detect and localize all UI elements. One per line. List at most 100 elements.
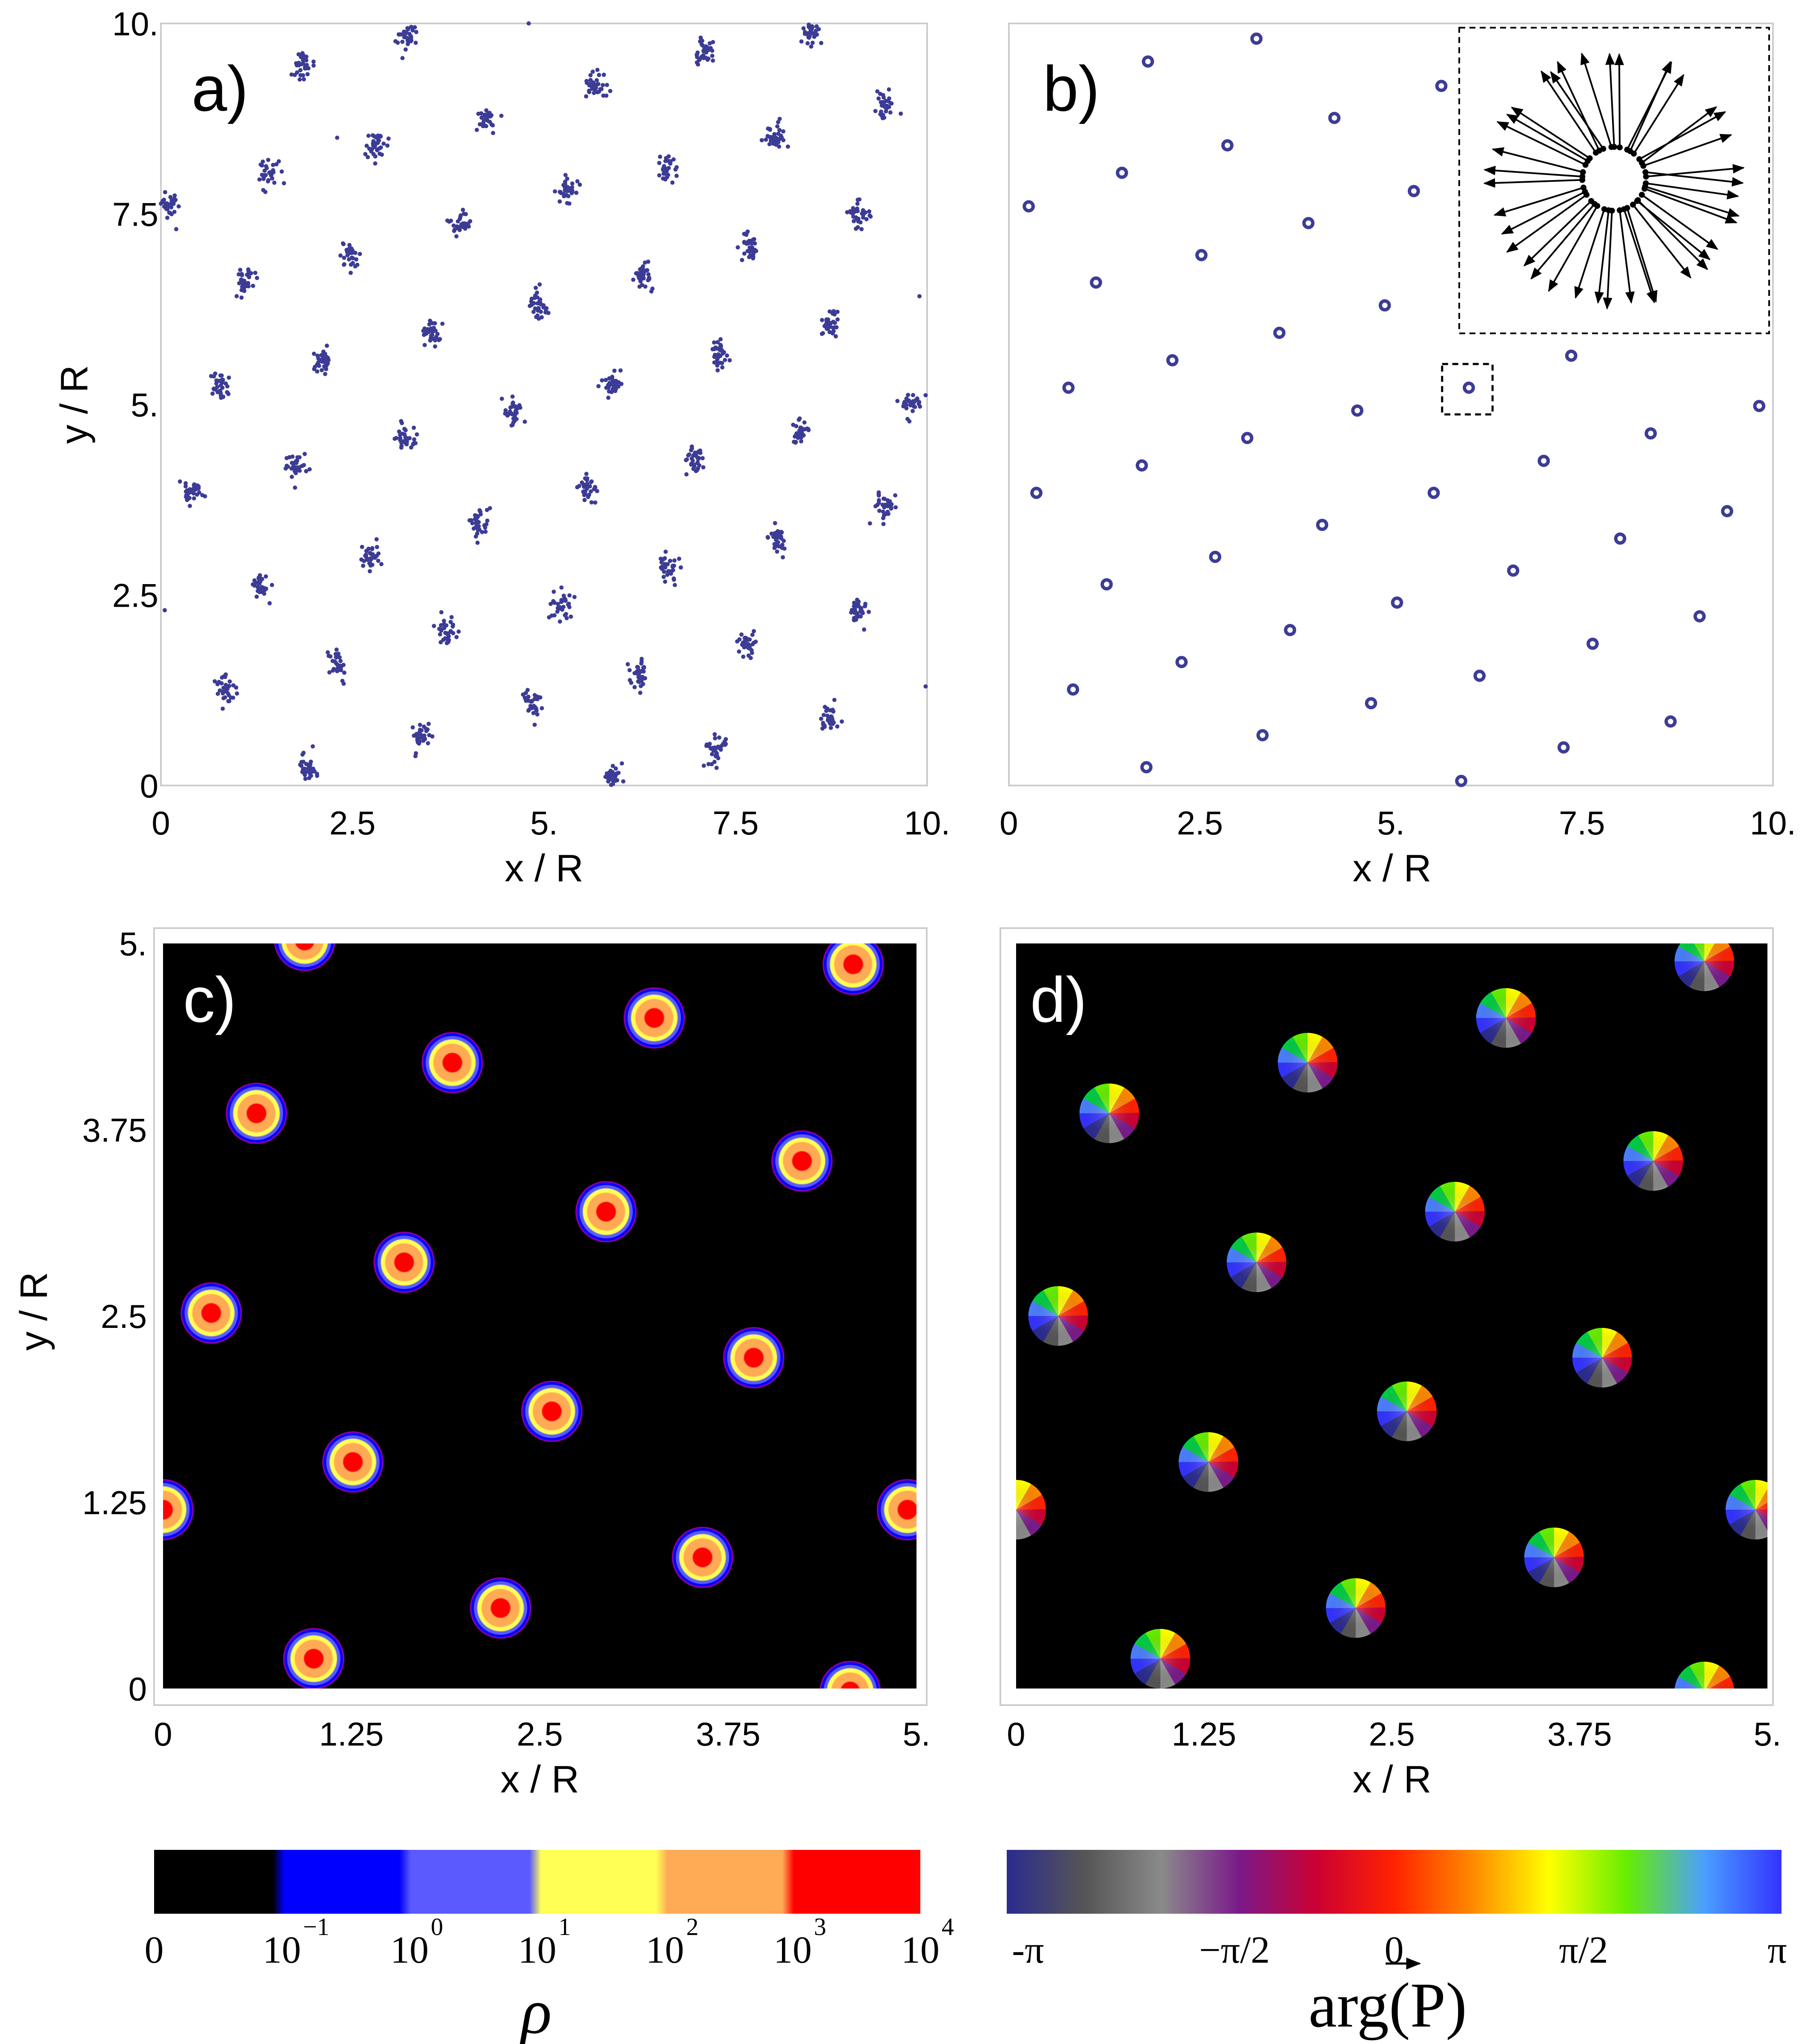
data-point xyxy=(715,340,720,344)
data-point xyxy=(664,156,668,161)
data-point xyxy=(451,223,456,228)
data-point xyxy=(535,290,539,295)
data-point xyxy=(559,585,564,590)
ring-cluster xyxy=(1241,432,1254,444)
data-point xyxy=(303,777,308,781)
data-point xyxy=(767,142,772,146)
data-point xyxy=(324,344,329,348)
ring-cluster xyxy=(1100,578,1113,591)
x-tick-label: 0 xyxy=(152,804,170,842)
data-point xyxy=(308,772,312,777)
inset-arrow xyxy=(1580,52,1612,147)
data-point xyxy=(332,667,336,671)
data-point xyxy=(828,324,833,329)
data-point xyxy=(409,38,414,43)
data-point xyxy=(218,393,223,398)
data-point xyxy=(226,392,231,396)
data-point xyxy=(440,321,445,326)
data-point xyxy=(636,679,641,684)
y-tick-label: 3.75 xyxy=(82,1112,147,1149)
data-point xyxy=(713,353,717,357)
data-point xyxy=(876,492,881,496)
y-tick-label: 1.25 xyxy=(82,1484,147,1522)
data-point xyxy=(863,604,868,608)
ring-cluster xyxy=(1507,564,1520,577)
data-point xyxy=(825,327,829,331)
data-point xyxy=(482,523,487,527)
data-point xyxy=(513,413,517,418)
data-point xyxy=(188,487,192,492)
inset-arrow xyxy=(1645,186,1740,218)
inset-arrow xyxy=(1483,178,1583,188)
polarization-vortex xyxy=(1674,943,1734,992)
data-point xyxy=(775,549,779,554)
data-point xyxy=(816,27,821,32)
data-point xyxy=(854,207,859,212)
data-point xyxy=(418,722,422,727)
polarization-vortex xyxy=(1476,988,1536,1048)
polarization-vortex xyxy=(1178,1432,1238,1492)
ring-cluster xyxy=(1062,381,1075,394)
data-point xyxy=(797,428,802,433)
data-point xyxy=(751,629,756,634)
data-point xyxy=(604,378,608,382)
colorbar-tick-label: 10 xyxy=(773,1929,812,1971)
vortex-shade xyxy=(1326,1578,1386,1638)
data-point xyxy=(538,297,542,302)
ring-cluster xyxy=(1407,185,1420,198)
data-point xyxy=(882,513,886,518)
data-point xyxy=(222,689,227,694)
data-point xyxy=(710,40,715,44)
data-point xyxy=(298,54,303,59)
data-point xyxy=(821,722,825,727)
data-point xyxy=(234,294,239,298)
data-point xyxy=(430,328,435,333)
data-point xyxy=(819,41,824,46)
x-tick-label: 0 xyxy=(154,1715,172,1753)
data-point xyxy=(299,763,304,768)
panel-b-rings xyxy=(1022,32,1766,787)
data-point xyxy=(584,94,588,99)
colorbar-tick-label: −π/2 xyxy=(1199,1929,1270,1971)
data-point xyxy=(741,654,746,659)
data-point xyxy=(868,521,872,526)
ring-cluster xyxy=(1721,505,1733,517)
density-peak xyxy=(819,1661,881,1689)
data-point xyxy=(777,128,782,132)
data-point xyxy=(174,227,178,232)
data-point xyxy=(805,41,810,46)
panel-c-ylabel: y / R xyxy=(13,1272,55,1350)
data-point xyxy=(646,259,650,264)
data-point xyxy=(347,243,352,247)
data-point xyxy=(538,302,543,307)
data-point xyxy=(410,725,415,730)
ring-cluster xyxy=(1256,729,1269,742)
data-point xyxy=(298,73,303,77)
data-point xyxy=(223,695,227,700)
data-point xyxy=(456,629,461,634)
data-point xyxy=(556,607,561,611)
data-point xyxy=(574,190,579,195)
data-point xyxy=(192,496,196,501)
colorbar-phase-bar xyxy=(1007,1850,1781,1914)
data-point xyxy=(290,454,295,459)
x-tick-label: 0 xyxy=(1007,1715,1025,1753)
x-tick-label: 0 xyxy=(1000,804,1018,842)
data-point xyxy=(499,396,504,401)
data-point xyxy=(851,219,856,224)
data-point xyxy=(561,183,566,187)
data-point xyxy=(381,141,386,146)
data-point xyxy=(510,394,515,399)
data-point xyxy=(673,583,677,588)
data-point xyxy=(743,641,748,646)
data-point xyxy=(862,627,866,632)
data-point xyxy=(777,534,782,539)
data-point xyxy=(446,634,451,639)
data-point xyxy=(487,120,492,124)
data-point xyxy=(707,742,712,746)
data-point xyxy=(881,93,885,97)
data-point xyxy=(595,68,600,72)
ring-cluster xyxy=(1166,354,1179,367)
data-point xyxy=(340,679,345,683)
data-point xyxy=(307,776,312,780)
